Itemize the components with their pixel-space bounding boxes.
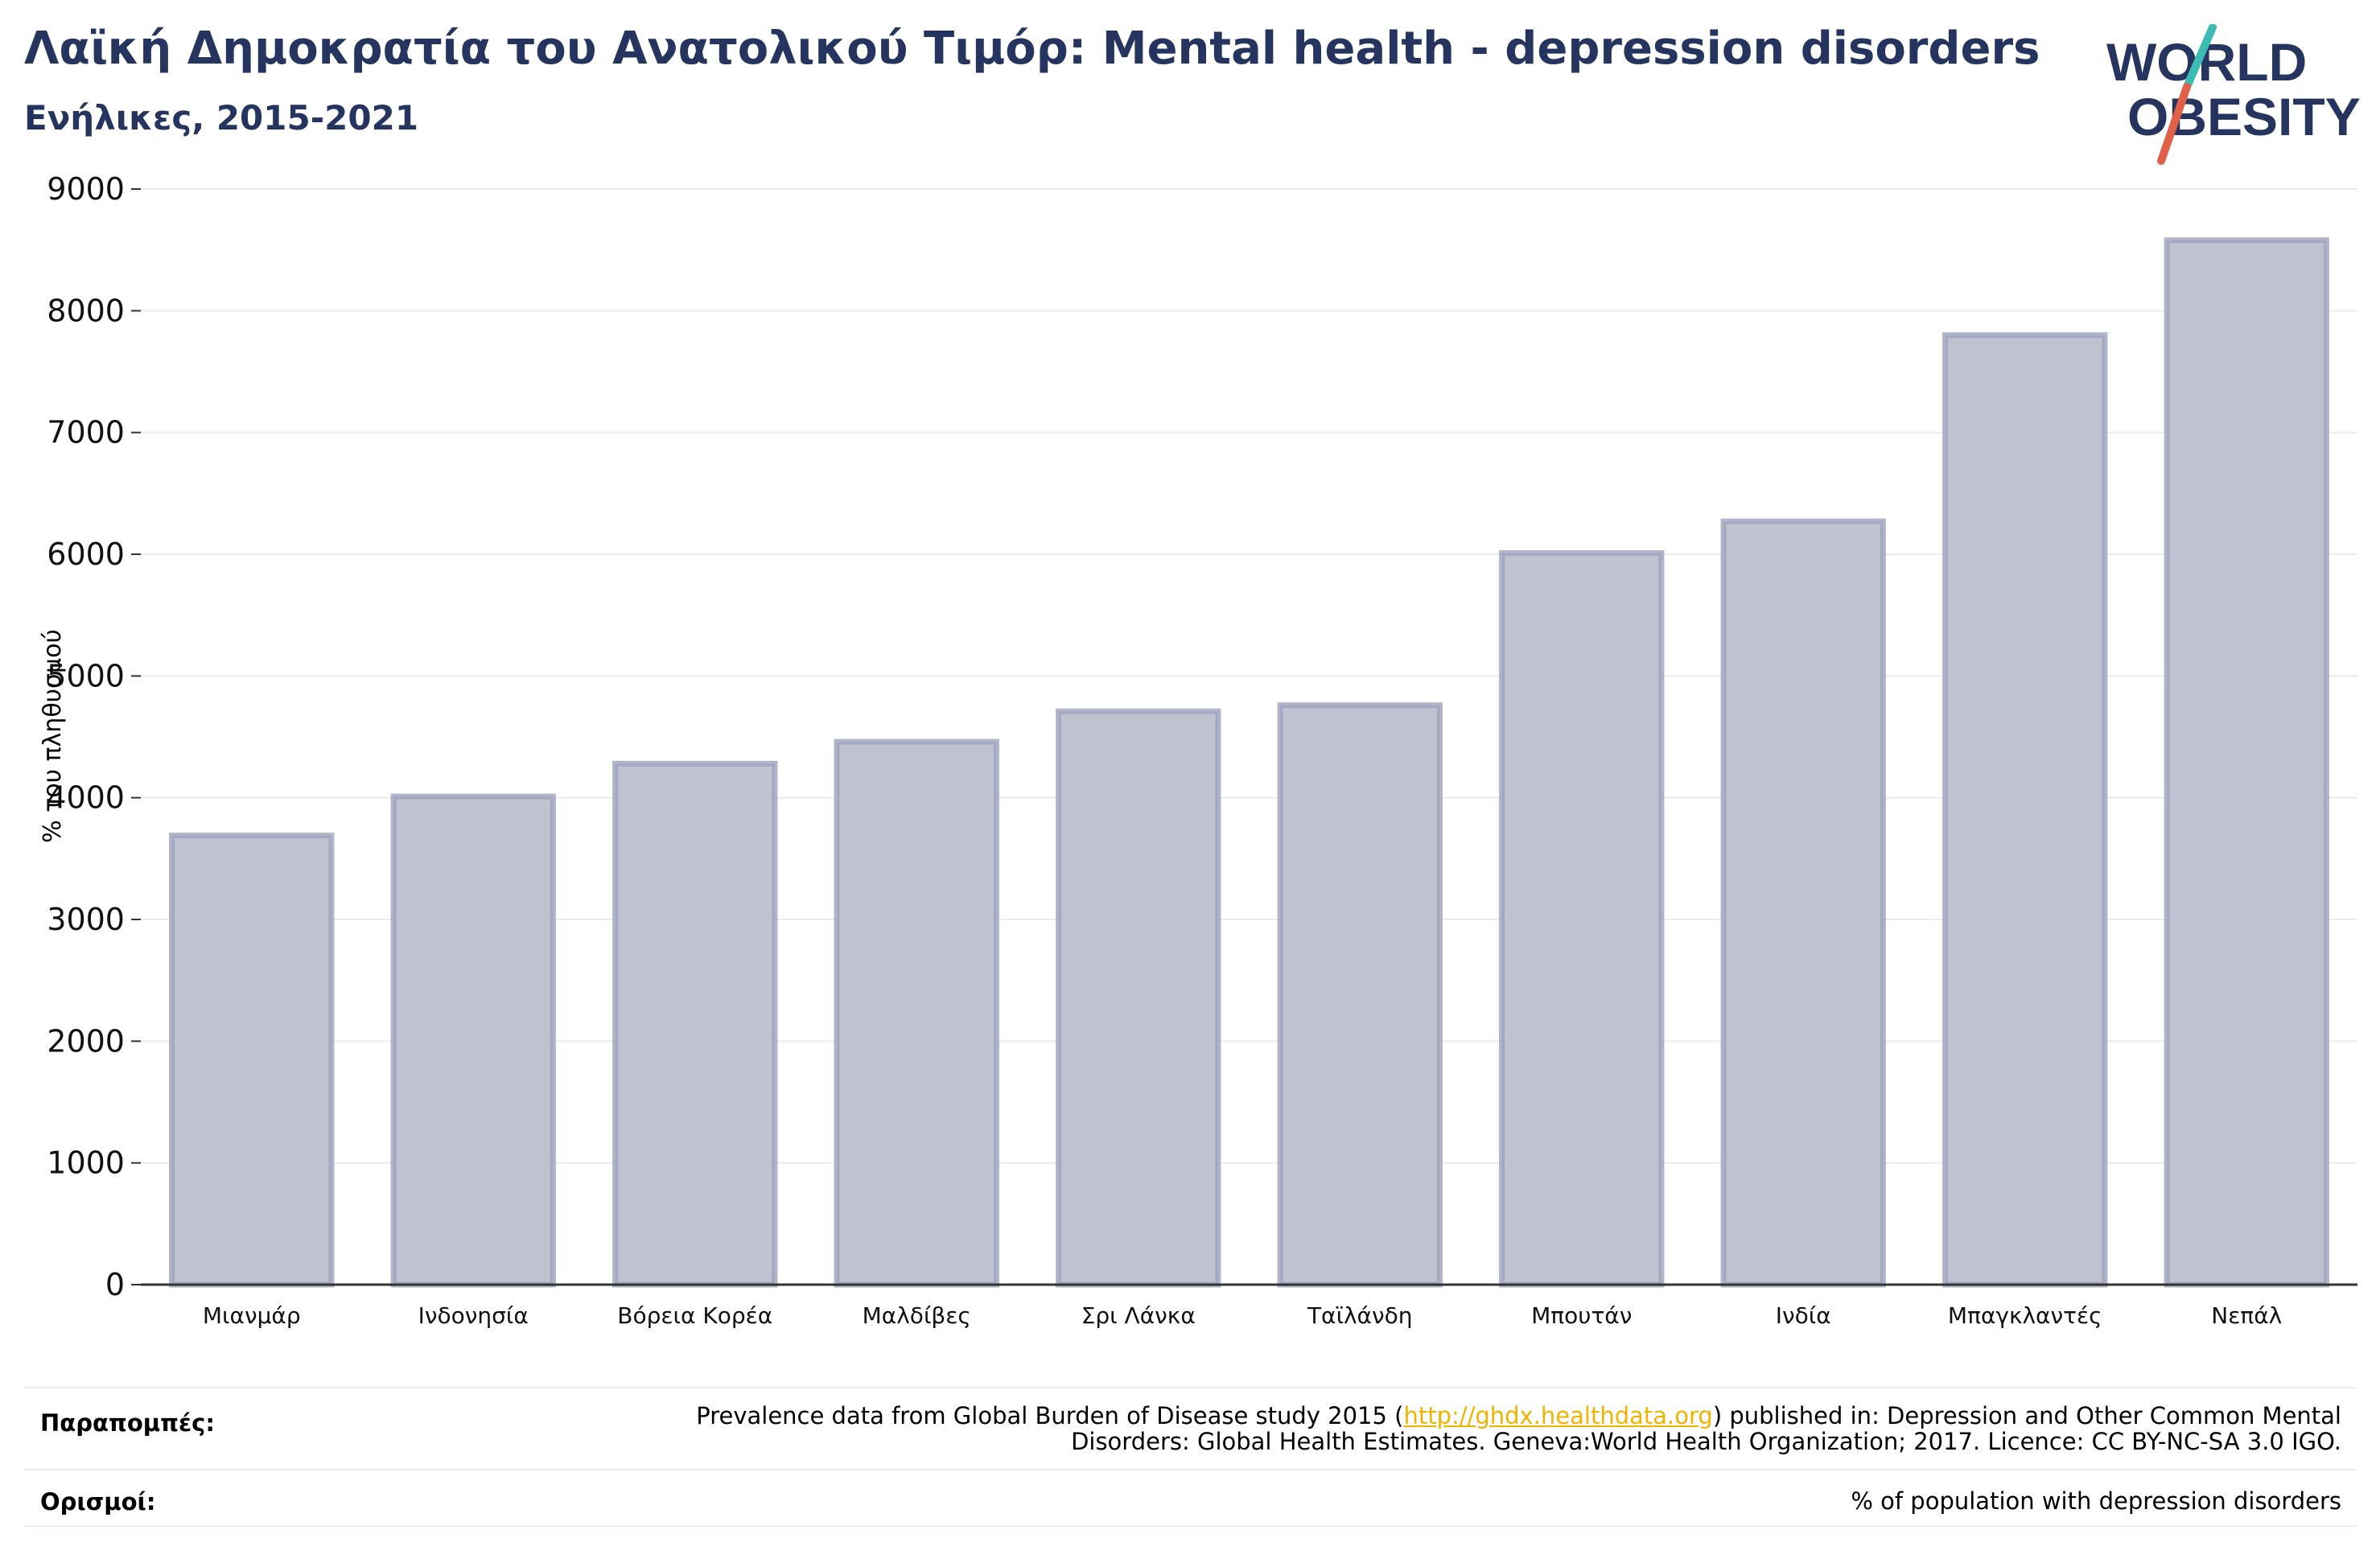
x-tick-label: Μιανμάρ — [203, 1302, 301, 1329]
y-tick-label: 0 — [105, 1267, 125, 1302]
bar-3 — [834, 738, 999, 1288]
y-tick-label: 4000 — [47, 780, 125, 816]
references-text-line2: Disorders: Global Health Estimates. Gene… — [1071, 1428, 2341, 1455]
x-tick-label: Ινδονησία — [418, 1302, 529, 1329]
bar-1 — [390, 793, 556, 1288]
bar-4 — [1056, 708, 1221, 1288]
bar-6 — [1499, 549, 1665, 1288]
x-tick-label: Σρι Λάνκα — [1081, 1302, 1196, 1329]
footer-divider-middle — [24, 1469, 2357, 1470]
footer-definitions: Ορισμοί: % of population with depression… — [24, 1469, 2357, 1525]
y-tick-label: 3000 — [47, 902, 125, 937]
y-tick-label: 7000 — [47, 415, 125, 450]
y-axis-label: % του πληθυσμού — [39, 629, 67, 843]
x-tick-label: Μπαγκλαντές — [1948, 1302, 2102, 1329]
x-tick-label: Μαλδίβες — [863, 1302, 971, 1329]
world-obesity-logo: WORLD OBESITY — [2106, 24, 2361, 165]
definitions-text: % of population with depression disorder… — [1851, 1487, 2341, 1515]
definitions-label: Ορισμοί: — [40, 1488, 156, 1516]
bars — [169, 237, 2329, 1288]
x-axis: Μιανμάρ Ινδονησία Βόρεια Κορέα Μαλδίβες Σρι … — [141, 1283, 2357, 1329]
y-axis: 0 1000 2000 3000 4000 5000 6000 7000 8000 9000 — [47, 171, 141, 1302]
y-tick-label: 5000 — [47, 658, 125, 693]
page-title: Λαϊκή Δημοκρατία του Ανατολικού Τιμόρ: M… — [24, 23, 2040, 75]
bar-9 — [2164, 237, 2329, 1288]
page-subtitle: Ενήλικες, 2015-2021 — [24, 98, 419, 138]
y-tick-label: 1000 — [47, 1145, 125, 1181]
bar-2 — [612, 760, 778, 1288]
references-text: Prevalence data from Global Burden of Di… — [696, 1403, 2341, 1454]
y-tick-label: 6000 — [47, 537, 125, 572]
x-tick-label: Βόρεια Κορέα — [617, 1302, 772, 1329]
footer-divider-bottom — [24, 1525, 2357, 1527]
y-tick-label: 8000 — [47, 293, 125, 328]
y-tick-label: 9000 — [47, 171, 125, 207]
y-tick-label: 2000 — [47, 1023, 125, 1059]
bar-chart: 0 1000 2000 3000 4000 5000 6000 7000 8000 9000 Μι… — [39, 171, 2357, 1329]
x-tick-label: Νεπάλ — [2211, 1302, 2282, 1329]
logo-slash-teal — [2183, 24, 2217, 91]
bar-8 — [1942, 332, 2108, 1288]
bar-0 — [169, 833, 335, 1288]
references-label: Παραπομπές: — [40, 1409, 215, 1437]
references-text-after: ) published in: Depression and Other Com… — [1712, 1402, 2341, 1429]
footer-references: Παραπομπές: Prevalence data from Global … — [24, 1387, 2357, 1467]
bar-5 — [1277, 702, 1443, 1288]
references-text-before: Prevalence data from Global Burden of Di… — [696, 1402, 1404, 1429]
bar-7 — [1720, 518, 1886, 1288]
x-tick-label: Ταϊλάνδη — [1307, 1302, 1413, 1329]
references-link[interactable]: http://ghdx.healthdata.org — [1403, 1402, 1713, 1429]
logo-slash-red — [2157, 83, 2191, 165]
x-tick-label: Ινδία — [1776, 1302, 1831, 1329]
footer-divider-top — [24, 1387, 2357, 1388]
x-tick-label: Μπουτάν — [1531, 1302, 1632, 1329]
